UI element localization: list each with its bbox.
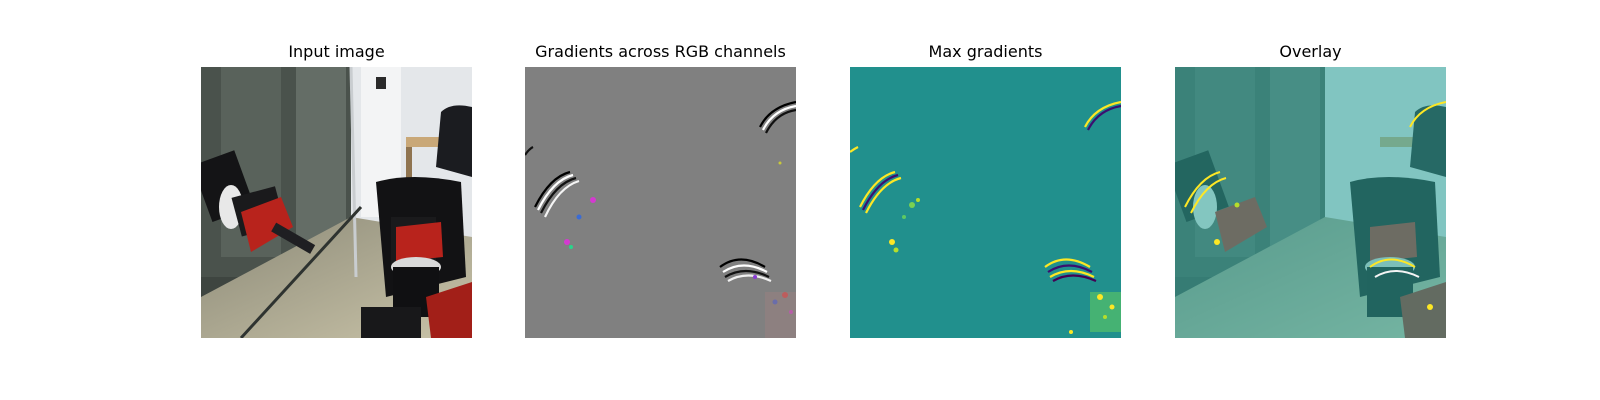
overlay-image [1175,67,1446,338]
panel-title: Overlay [1279,42,1342,61]
panel-title: Max gradients [928,42,1043,61]
panel-title: Gradients across RGB channels [535,42,786,61]
input-image [201,67,472,338]
max-gradients-image [850,67,1121,338]
gradients-rgb-image [525,67,796,338]
panel-title: Input image [288,42,385,61]
